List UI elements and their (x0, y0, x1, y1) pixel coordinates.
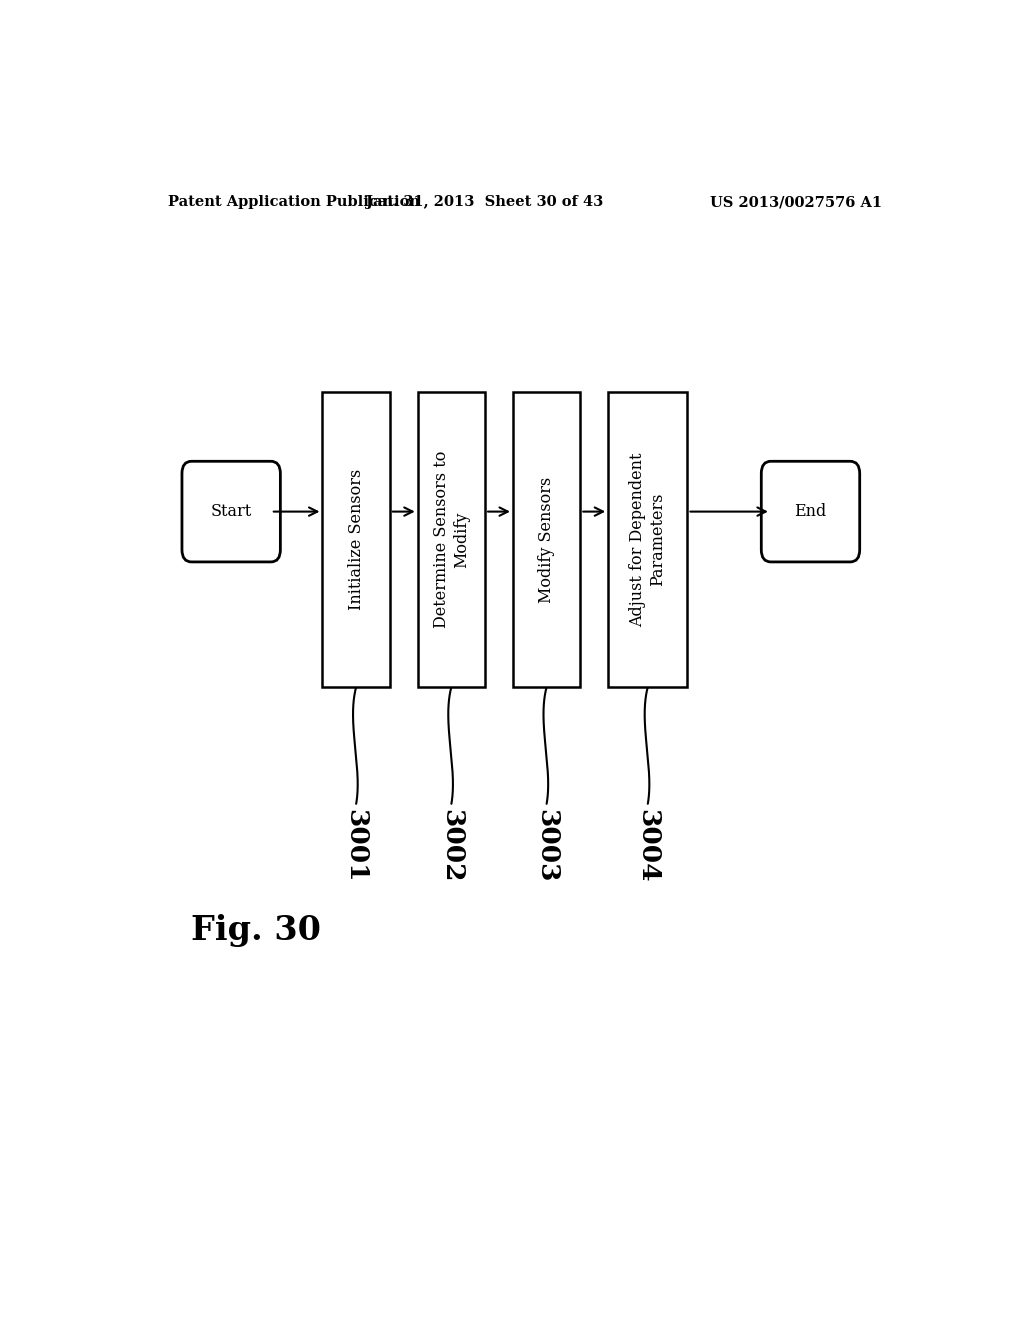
Text: Start: Start (211, 503, 252, 520)
Text: Patent Application Publication: Patent Application Publication (168, 195, 420, 209)
Text: 3002: 3002 (439, 809, 464, 882)
Text: 3004: 3004 (635, 809, 660, 883)
FancyBboxPatch shape (608, 392, 687, 686)
Text: Adjust for Dependent
Parameters: Adjust for Dependent Parameters (630, 453, 666, 627)
FancyBboxPatch shape (182, 461, 281, 562)
Text: 3001: 3001 (344, 809, 369, 882)
FancyBboxPatch shape (513, 392, 581, 686)
Text: 3003: 3003 (535, 809, 559, 882)
Text: Modify Sensors: Modify Sensors (539, 477, 555, 603)
Text: Determine Sensors to
Modify: Determine Sensors to Modify (433, 451, 470, 628)
Text: Initialize Sensors: Initialize Sensors (348, 469, 365, 610)
Text: US 2013/0027576 A1: US 2013/0027576 A1 (710, 195, 882, 209)
FancyBboxPatch shape (323, 392, 390, 686)
Text: Jan. 31, 2013  Sheet 30 of 43: Jan. 31, 2013 Sheet 30 of 43 (367, 195, 604, 209)
FancyBboxPatch shape (761, 461, 860, 562)
Text: Fig. 30: Fig. 30 (191, 915, 322, 948)
FancyBboxPatch shape (418, 392, 485, 686)
Text: End: End (795, 503, 826, 520)
